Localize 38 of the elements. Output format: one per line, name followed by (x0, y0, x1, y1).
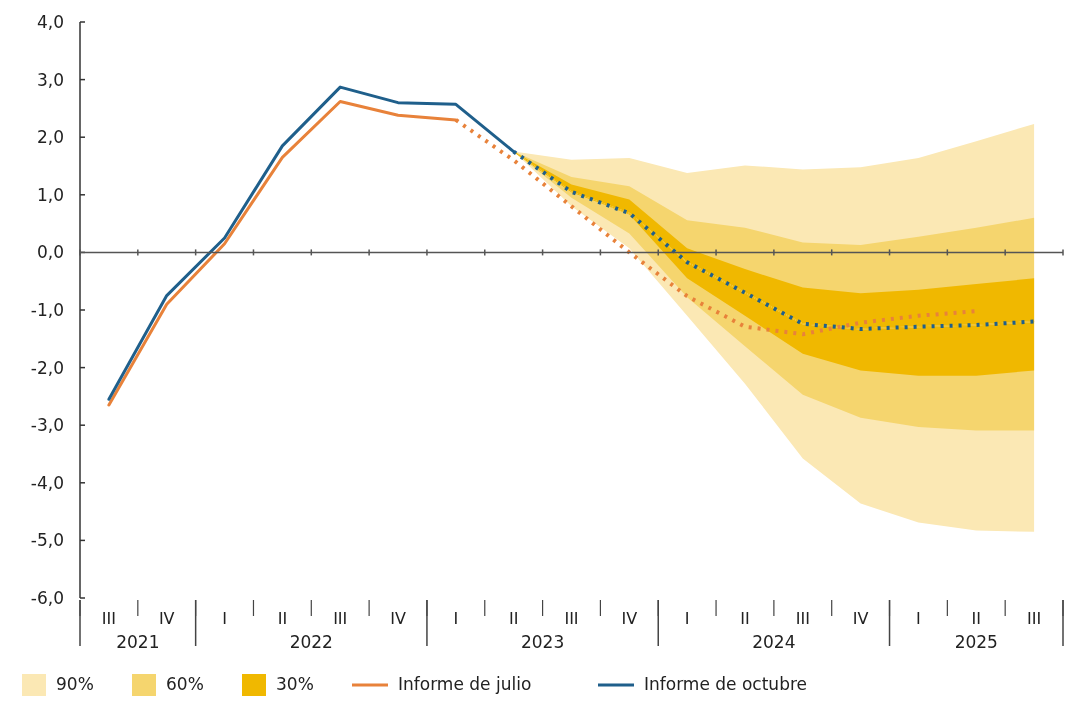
legend-label: Informe de octubre (644, 674, 807, 694)
x-tick-label: III (564, 609, 579, 628)
x-tick-label: II (971, 609, 981, 628)
x-tick-label: IV (852, 609, 869, 628)
x-tick-label: II (277, 609, 288, 628)
text: 2025 (954, 632, 998, 652)
y-tick-label: 3,0 (36, 69, 64, 90)
legend-label: 30% (276, 674, 314, 694)
y-tick-label: -3,0 (30, 415, 64, 436)
x-tick-label: IV (390, 609, 406, 628)
x-tick-label: III (333, 609, 348, 628)
y-tick-label: -6,0 (30, 587, 64, 608)
x-tick-label: III (795, 609, 810, 628)
x-tick-label: IV (158, 609, 175, 628)
y-tick-label: 1,0 (36, 184, 64, 205)
x-tick-label: I (684, 609, 690, 628)
text: 2022 (289, 632, 333, 652)
x-tick-label: I (916, 609, 921, 628)
text: 2023 (520, 632, 565, 652)
x-tick-label: II (740, 609, 750, 628)
x-tick-label: III (101, 609, 116, 628)
x-tick-label: IV (621, 609, 638, 628)
text: 2024 (752, 632, 796, 652)
y-tick-label: 2,0 (36, 127, 64, 148)
y-tick-label: -4,0 (30, 472, 64, 493)
y-tick-label: 0,0 (36, 242, 64, 263)
x-tick-label: III (1027, 609, 1042, 628)
x-tick-label: I (453, 609, 459, 628)
y-tick-label: -2,0 (30, 357, 64, 378)
x-tick-label: II (508, 609, 519, 628)
legend-label: 90% (56, 674, 94, 694)
y-tick-label: -5,0 (30, 530, 64, 551)
legend-label: Informe de julio (398, 674, 532, 694)
x-tick-label: I (222, 609, 227, 628)
legend-label: 60% (166, 674, 204, 694)
y-tick-label: -1,0 (30, 299, 64, 320)
y-tick-label: 4,0 (36, 11, 64, 32)
text: 2021 (116, 632, 160, 652)
